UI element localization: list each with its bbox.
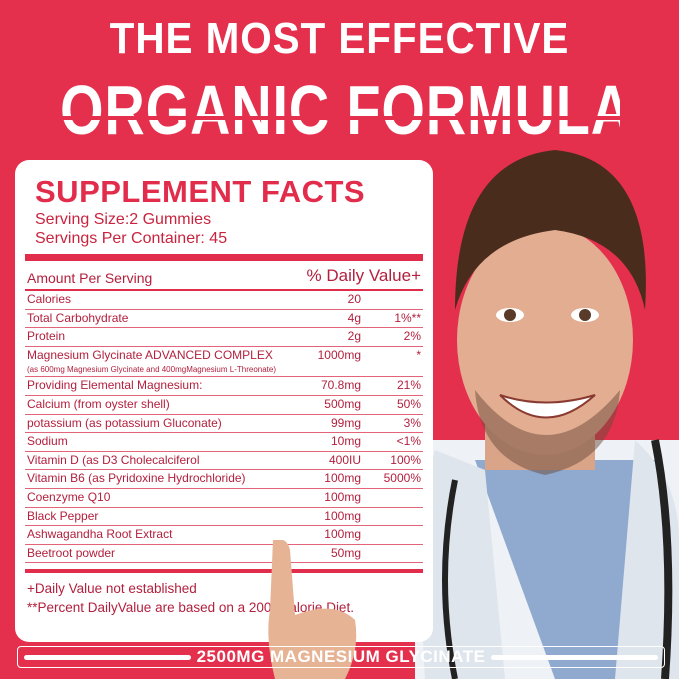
serving-size: Serving Size:2 Gummies xyxy=(35,211,212,228)
nutrient-amount: 70.8mg xyxy=(320,378,361,393)
nutrient-amount: 400IU xyxy=(328,452,361,467)
nutrient-amount: 100mg xyxy=(324,508,361,523)
nutrient-name: Coenzyme Q10 xyxy=(27,489,111,504)
nutrient-amount: 100mg xyxy=(324,471,361,486)
nutrient-amount: 20 xyxy=(347,292,361,306)
nutrient-amount: 99mg xyxy=(330,415,361,430)
divider xyxy=(25,569,423,574)
nutrient-dv: <1% xyxy=(396,434,421,449)
nutrient-amount: 50mg xyxy=(330,545,361,560)
supplement-facts-panel: SUPPLEMENT FACTS Serving Size:2 Gummies … xyxy=(15,160,433,642)
facts-row: Black Pepper 100mg xyxy=(25,508,423,527)
nutrient-name: Beetroot powder xyxy=(27,545,116,560)
nutrient-name: Magnesium Glycinate ADVANCED COMPLEX xyxy=(27,347,273,362)
facts-header: Amount Per Serving % Daily Value+ xyxy=(25,261,423,291)
facts-row: Total Carbohydrate 4g 1%** xyxy=(25,310,423,329)
nutrient-name: Calcium (from oyster shell) xyxy=(27,396,170,411)
facts-row: Providing Elemental Magnesium: 70.8mg 21% xyxy=(25,377,423,396)
facts-row: Magnesium Glycinate ADVANCED COMPLEX 1000… xyxy=(25,347,423,378)
nutrient-name: potassium (as potassium Gluconate) xyxy=(27,415,222,430)
nutrient-amount: 100mg xyxy=(324,489,361,504)
nutrient-dv: * xyxy=(416,347,421,362)
nutrient-name: Vitamin B6 (as Pyridoxine Hydrochloride) xyxy=(27,471,246,486)
nutrient-amount: 100mg xyxy=(324,527,361,542)
footnote-2: **Percent DailyValue are based on a 2000… xyxy=(27,600,354,616)
nutrient-name: Ashwagandha Root Extract xyxy=(27,527,173,542)
servings-per-container: Servings Per Container: 45 xyxy=(35,230,228,247)
nutrient-dv: 21% xyxy=(396,378,421,393)
facts-row: Vitamin D (as D3 Cholecalciferol 400IU 100… xyxy=(25,452,423,471)
dv-header: % Daily Value+ xyxy=(306,266,422,285)
nutrient-name: Providing Elemental Magnesium: xyxy=(27,378,203,393)
thumbs-up-hand xyxy=(268,540,357,679)
nutrient-name: Black Pepper xyxy=(27,508,99,523)
nutrient-amount: 1000mg xyxy=(317,347,361,362)
nutrient-dv: 100% xyxy=(390,452,421,467)
nutrient-amount: 4g xyxy=(347,310,361,325)
facts-row: Calories 20 xyxy=(25,291,423,310)
facts-title: SUPPLEMENT FACTS xyxy=(35,174,366,209)
facts-row: Protein 2g 2% xyxy=(25,328,423,347)
divider xyxy=(25,254,423,261)
nutrient-dv: 50% xyxy=(396,396,421,411)
facts-row: Coenzyme Q10 100mg xyxy=(25,489,423,508)
nutrient-amount: 2g xyxy=(347,329,361,344)
headline-line1: THE MOST EFFECTIVE xyxy=(109,14,570,63)
footnote-1: +Daily Value not established xyxy=(27,581,197,597)
nutrient-note: (as 600mg Magnesium Glycinate and 400mgM… xyxy=(27,365,277,375)
amount-header: Amount Per Serving xyxy=(27,270,153,286)
nutrient-name: Sodium xyxy=(27,434,68,449)
facts-row: Beetroot powder 50mg xyxy=(25,545,423,564)
facts-row: Vitamin B6 (as Pyridoxine Hydrochloride)… xyxy=(25,470,423,489)
facts-row: potassium (as potassium Gluconate) 99mg 3% xyxy=(25,415,423,434)
nutrient-amount: 500mg xyxy=(324,396,361,411)
headline-line2: ORGANIC FORMULA xyxy=(60,71,632,149)
facts-row: Calcium (from oyster shell) 500mg 50% xyxy=(25,396,423,415)
magnesium-banner: 2500MG MAGNESIUM GLYCINATE xyxy=(17,646,665,668)
doctor-photo xyxy=(415,150,679,679)
nutrient-name: Vitamin D (as D3 Cholecalciferol xyxy=(27,452,200,467)
nutrient-dv: 5000% xyxy=(383,471,421,486)
nutrient-dv: 2% xyxy=(403,329,421,344)
nutrient-name: Total Carbohydrate xyxy=(27,310,129,325)
facts-row: Sodium 10mg <1% xyxy=(25,433,423,452)
banner-text: 2500MG MAGNESIUM GLYCINATE xyxy=(196,647,486,666)
facts-row: Ashwagandha Root Extract 100mg xyxy=(25,526,423,545)
nutrient-dv: 3% xyxy=(403,415,421,430)
nutrient-amount: 10mg xyxy=(330,434,361,449)
nutrient-name: Calories xyxy=(27,292,72,306)
nutrient-name: Protein xyxy=(27,329,66,344)
nutrient-dv: 1%** xyxy=(394,310,421,325)
